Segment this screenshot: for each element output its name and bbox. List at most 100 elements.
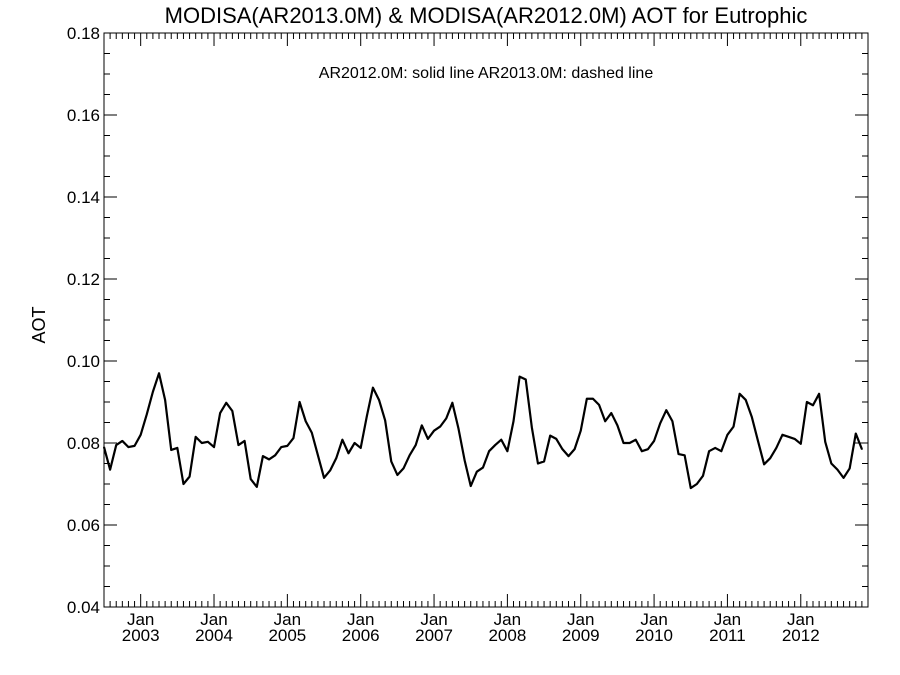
- data-point: [231, 410, 234, 412]
- data-point: [207, 440, 209, 443]
- data-point: [372, 386, 374, 389]
- data-point: [152, 390, 154, 393]
- data-point: [573, 448, 576, 450]
- data-point: [714, 447, 716, 449]
- data-point: [537, 462, 539, 465]
- series-group: [102, 372, 863, 490]
- data-point: [268, 458, 270, 461]
- data-point: [255, 486, 258, 488]
- data-point: [592, 397, 594, 400]
- x-tick-month-label: Jan: [274, 610, 301, 629]
- data-point: [188, 475, 191, 478]
- data-point: [726, 434, 729, 436]
- x-tick-year-label: 2005: [268, 626, 306, 645]
- x-tick-year-label: 2011: [709, 626, 746, 645]
- data-point: [647, 448, 649, 450]
- data-point: [476, 470, 478, 473]
- data-point: [359, 447, 362, 449]
- data-point: [225, 402, 228, 404]
- data-point: [738, 393, 741, 395]
- data-point: [708, 450, 710, 453]
- data-point: [683, 454, 686, 457]
- data-point: [274, 454, 276, 457]
- chart-title: MODISA(AR2013.0M) & MODISA(AR2012.0M) AO…: [165, 3, 808, 28]
- data-point: [634, 438, 637, 441]
- data-point: [494, 444, 496, 446]
- data-point: [292, 437, 295, 439]
- x-tick-year-label: 2010: [635, 626, 673, 645]
- data-point: [598, 404, 600, 406]
- data-point: [671, 420, 674, 423]
- data-point: [579, 429, 582, 432]
- data-point: [194, 436, 197, 438]
- data-point: [243, 440, 246, 442]
- data-point: [696, 483, 698, 485]
- data-point: [249, 478, 252, 480]
- data-point: [182, 483, 185, 485]
- data-point: [744, 399, 747, 401]
- x-tick-year-label: 2008: [488, 626, 526, 645]
- data-point: [139, 434, 142, 436]
- data-point: [610, 412, 613, 414]
- x-tick-year-label: 2003: [122, 626, 160, 645]
- data-point: [818, 393, 820, 395]
- data-point: [384, 419, 386, 422]
- data-point: [402, 467, 405, 470]
- data-point: [702, 475, 704, 477]
- y-tick-label: 0.04: [67, 598, 100, 617]
- data-point: [732, 425, 735, 428]
- data-point: [720, 450, 723, 453]
- data-point: [488, 450, 490, 453]
- y-tick-label: 0.14: [67, 188, 100, 207]
- data-point: [653, 440, 655, 442]
- x-axis-ticks: Jan2003Jan2004Jan2005Jan2006Jan2007Jan20…: [109, 33, 863, 645]
- x-tick-year-label: 2004: [195, 626, 233, 645]
- data-point: [366, 415, 368, 418]
- x-tick-month-label: Jan: [567, 610, 594, 629]
- series-line-solid: [102, 372, 863, 490]
- y-axis-ticks: 0.04 0.06 0.08 0.10 0.12 0.14 0.16 0.18: [67, 24, 868, 617]
- data-point: [604, 420, 606, 423]
- data-point: [512, 420, 515, 423]
- data-point: [439, 425, 441, 428]
- y-axis-label: AOT: [29, 306, 49, 343]
- y-tick-label: 0.16: [67, 106, 100, 125]
- x-tick-year-label: 2007: [415, 626, 453, 645]
- data-point: [457, 427, 460, 430]
- data-point: [812, 404, 814, 407]
- data-point: [806, 401, 808, 403]
- data-point: [317, 454, 319, 457]
- x-tick-month-label: Jan: [714, 610, 741, 629]
- data-point: [799, 443, 802, 445]
- data-point: [524, 378, 527, 381]
- data-point: [567, 455, 570, 457]
- data-point: [757, 440, 759, 442]
- data-point: [842, 477, 845, 479]
- data-point: [628, 442, 631, 444]
- data-point: [170, 449, 173, 451]
- data-point: [445, 417, 448, 420]
- data-point: [353, 442, 356, 444]
- data-point: [463, 459, 466, 462]
- data-point: [298, 401, 301, 403]
- data-point: [133, 445, 136, 447]
- data-point: [347, 452, 350, 455]
- data-point: [677, 453, 680, 455]
- data-point: [665, 409, 668, 412]
- data-point: [641, 450, 643, 453]
- data-point: [793, 438, 796, 440]
- data-point: [861, 448, 863, 450]
- y-tick-label: 0.06: [67, 516, 100, 535]
- data-point: [531, 426, 533, 429]
- x-tick-month-label: Jan: [494, 610, 521, 629]
- x-tick-month-label: Jan: [127, 610, 154, 629]
- data-point: [121, 440, 124, 442]
- data-point: [848, 467, 851, 470]
- data-point: [451, 402, 454, 404]
- data-point: [237, 444, 240, 446]
- data-point: [769, 457, 772, 459]
- data-point: [329, 469, 331, 472]
- data-point: [176, 447, 179, 449]
- data-point: [213, 446, 215, 448]
